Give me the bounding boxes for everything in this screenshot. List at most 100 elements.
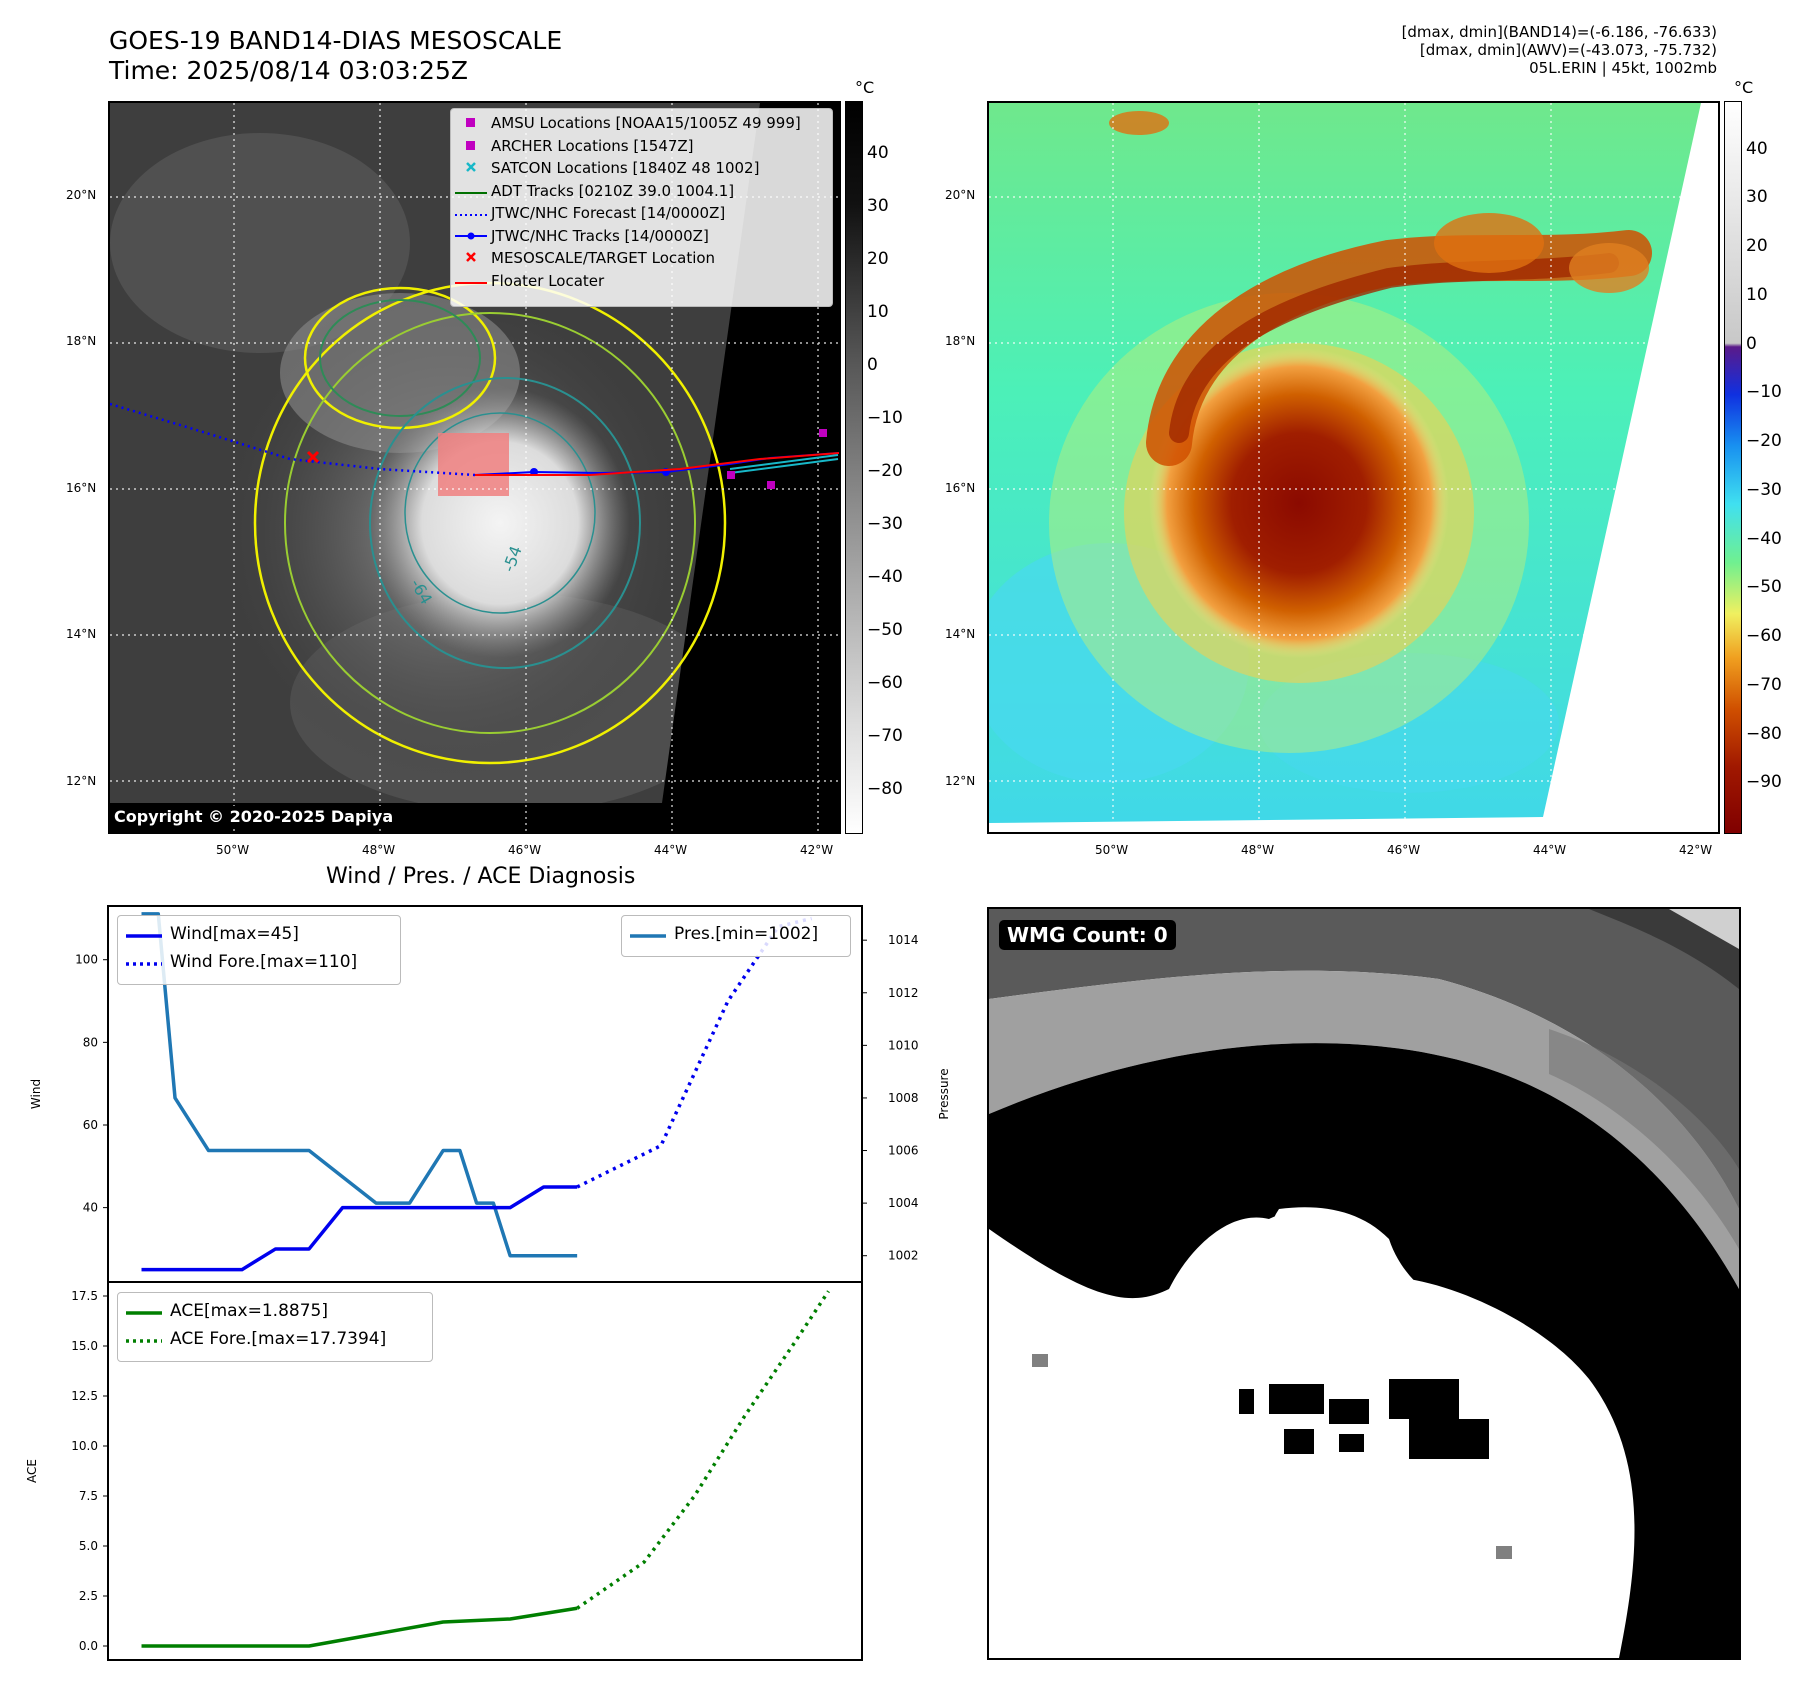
lon-label: 50°W (1095, 843, 1129, 857)
contour-teal (369, 377, 641, 669)
legend-item-pressure: Pres.[min=1002] (622, 920, 850, 948)
lat-label: 14°N (66, 627, 97, 641)
legend-item-amsu: AMSU Locations [NOAA15/1005Z 49 999] (451, 112, 832, 135)
lon-label: 48°W (1241, 843, 1275, 857)
colorbar-tick-label: −40 (1746, 528, 1782, 549)
satcon-markers (729, 454, 839, 474)
colorbar-unit: °C (855, 78, 875, 97)
lat-label: 14°N (945, 627, 976, 641)
map-legend: AMSU Locations [NOAA15/1005Z 49 999] ARC… (450, 108, 833, 307)
contour-yellow-north (303, 286, 497, 430)
lon-label: 50°W (216, 843, 250, 857)
lon-label: 44°W (654, 843, 688, 857)
dotted-line-icon (451, 204, 491, 222)
solid-line-icon (451, 272, 491, 290)
awv-map-panel (987, 101, 1720, 834)
legend-item-floater: Floater Locater (451, 270, 832, 293)
lon-label: 42°W (800, 843, 834, 857)
colorbar-tick-label: −20 (867, 460, 903, 481)
colorbar-tick-label: 30 (1746, 187, 1768, 208)
colorbar-tick-label: −50 (1746, 577, 1782, 598)
right-colorbar (1724, 101, 1742, 834)
dotted-line-icon (118, 952, 170, 972)
wind-tick-label: 100 (75, 953, 98, 967)
colorbar-tick-label: 10 (1746, 284, 1768, 305)
colorbar-tick-label: −60 (867, 672, 903, 693)
dotted-line-icon (118, 1329, 170, 1349)
colorbar-tick-label: −70 (867, 725, 903, 746)
lat-label: 12°N (945, 774, 976, 788)
amsu-marker (819, 429, 827, 437)
pressure-tick-label: 1012 (888, 986, 919, 1000)
wind-legend: Wind[max=45] Wind Fore.[max=110] (117, 915, 401, 985)
archer-marker (767, 481, 775, 489)
colorbar-tick-label: −60 (1746, 626, 1782, 647)
legend-item-adt: ADT Tracks [0210Z 39.0 1004.1] (451, 180, 832, 203)
legend-item-ace: ACE[max=1.8875] (118, 1297, 432, 1325)
colorbar-unit: °C (1734, 78, 1754, 97)
grey-speck (1032, 1354, 1048, 1367)
colorbar-tick-label: −80 (867, 778, 903, 799)
pressure-tick-label: 1002 (888, 1249, 919, 1263)
colorbar-tick-label: 10 (867, 301, 889, 322)
colorbar-tick-label: 0 (1746, 333, 1757, 354)
left-colorbar (845, 101, 863, 834)
diagnosis-title: Wind / Pres. / ACE Diagnosis (326, 864, 636, 889)
colorbar-tick-label: 40 (1746, 138, 1768, 159)
lat-label: 20°N (945, 188, 976, 202)
x-marker-icon (451, 249, 491, 267)
wmg-image (989, 909, 1739, 1658)
info-line-2: [dmax, dmin](AWV)=(-43.073, -75.732) (1419, 41, 1717, 59)
colorbar-tick-label: 20 (1746, 236, 1768, 257)
lat-label: 20°N (66, 188, 97, 202)
solid-line-icon (118, 1301, 170, 1321)
colorbar-tick-label: −30 (867, 513, 903, 534)
series-line (576, 1290, 830, 1610)
colorbar-tick-label: −10 (867, 407, 903, 428)
lat-label: 18°N (945, 334, 976, 348)
ace-tick-label: 17.5 (71, 1289, 98, 1303)
colorbar-tick-label: −70 (1746, 674, 1782, 695)
target-marker (306, 450, 320, 464)
contour-green (284, 312, 696, 734)
x-marker-icon (451, 159, 491, 177)
awv-gridlines (989, 103, 1718, 832)
ace-tick-label: 7.5 (79, 1489, 98, 1503)
series-line (141, 912, 578, 1258)
wind-tick-label: 40 (83, 1201, 98, 1215)
legend-item-wind: Wind[max=45] (118, 920, 400, 948)
legend-item-wind-forecast: Wind Fore.[max=110] (118, 948, 400, 976)
copyright-label: Copyright © 2020-2025 Dapiya (110, 806, 398, 827)
series-line (141, 1185, 578, 1272)
figure-title: GOES-19 BAND14-DIAS MESOSCALE Time: 2025… (109, 26, 562, 86)
colorbar-tick-label: −50 (867, 619, 903, 640)
pressure-tick-label: 1006 (888, 1144, 919, 1158)
info-line-3: 05L.ERIN | 45kt, 1002mb (1529, 59, 1717, 77)
legend-item-tracks: JTWC/NHC Tracks [14/0000Z] (451, 225, 832, 248)
colorbar-tick-label: 40 (867, 142, 889, 163)
storm-info: [dmax, dmin](BAND14)=(-6.186, -76.633) [… (1402, 23, 1717, 77)
wmg-count-label: WMG Count: 0 (999, 920, 1176, 950)
ace-tick-label: 15.0 (71, 1339, 98, 1353)
ace-frame (107, 1281, 863, 1661)
ace-axis-label: ACE (25, 1459, 39, 1483)
wind-tick-label: 60 (83, 1118, 98, 1132)
ace-tick-label: 0.0 (79, 1639, 98, 1653)
wmg-panel: WMG Count: 0 (987, 907, 1741, 1660)
legend-item-ace-forecast: ACE Fore.[max=17.7394] (118, 1325, 432, 1353)
pressure-tick-label: 1004 (888, 1196, 919, 1210)
pressure-tick-label: 1008 (888, 1091, 919, 1105)
legend-item-archer: ARCHER Locations [1547Z] (451, 135, 832, 158)
pressure-axis-label: Pressure (937, 1068, 951, 1119)
pressure-tick-label: 1014 (888, 933, 919, 947)
legend-item-target: MESOSCALE/TARGET Location (451, 247, 832, 270)
legend-item-forecast: JTWC/NHC Forecast [14/0000Z] (451, 202, 832, 225)
ace-tick-label: 5.0 (79, 1539, 98, 1553)
lat-label: 18°N (66, 334, 97, 348)
series-line (576, 916, 813, 1189)
contour-teal-north (319, 299, 481, 417)
line-dot-icon (451, 227, 491, 245)
solid-line-icon (622, 924, 674, 944)
pressure-tick-label: 1010 (888, 1038, 919, 1052)
floater-box (438, 433, 509, 496)
